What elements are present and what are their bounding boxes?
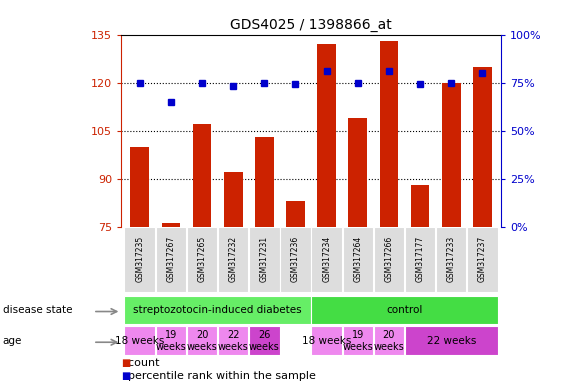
Bar (405, 227, 435, 292)
Bar (436, 227, 467, 292)
Text: ■: ■ (121, 371, 130, 381)
Text: 22 weeks: 22 weeks (427, 336, 476, 346)
Text: 19
weeks: 19 weeks (155, 330, 186, 352)
Bar (162, 223, 180, 227)
Bar (124, 296, 311, 324)
Bar (224, 172, 243, 227)
Text: streptozotocin-induced diabetes: streptozotocin-induced diabetes (133, 305, 302, 315)
Text: 18 weeks: 18 weeks (115, 336, 164, 346)
Bar (124, 326, 155, 355)
Text: 22
weeks: 22 weeks (218, 330, 248, 352)
Bar (155, 326, 186, 355)
Text: 19
weeks: 19 weeks (342, 330, 373, 352)
Bar (348, 118, 367, 227)
Bar (131, 147, 149, 227)
Bar (311, 227, 342, 292)
Bar (374, 227, 404, 292)
Bar (255, 137, 274, 227)
Bar (187, 227, 217, 292)
Text: control: control (386, 305, 423, 315)
Bar (218, 326, 248, 355)
Text: disease state: disease state (3, 305, 72, 315)
Bar (193, 124, 211, 227)
Bar (405, 326, 498, 355)
Text: count: count (121, 358, 159, 368)
Text: GSM317236: GSM317236 (291, 236, 300, 282)
Bar (342, 227, 373, 292)
Title: GDS4025 / 1398866_at: GDS4025 / 1398866_at (230, 18, 392, 32)
Text: ■: ■ (121, 358, 130, 368)
Bar (318, 44, 336, 227)
Bar (379, 41, 398, 227)
Bar (155, 227, 186, 292)
Text: 18 weeks: 18 weeks (302, 336, 351, 346)
Bar (374, 326, 404, 355)
Text: GSM317234: GSM317234 (322, 236, 331, 282)
Text: GSM317267: GSM317267 (167, 236, 176, 282)
Text: GSM317266: GSM317266 (385, 236, 394, 282)
Text: 20
weeks: 20 weeks (374, 330, 404, 352)
Bar (249, 326, 280, 355)
Text: age: age (3, 336, 22, 346)
Text: GSM317235: GSM317235 (135, 236, 144, 282)
Bar (280, 227, 311, 292)
Text: GSM317265: GSM317265 (198, 236, 207, 282)
Text: 20
weeks: 20 weeks (187, 330, 217, 352)
Bar (218, 227, 248, 292)
Bar (124, 227, 155, 292)
Bar (473, 66, 491, 227)
Text: GSM317232: GSM317232 (229, 236, 238, 282)
Text: GSM317231: GSM317231 (260, 236, 269, 282)
Bar (187, 326, 217, 355)
Text: GSM317237: GSM317237 (478, 236, 487, 282)
Bar (286, 201, 305, 227)
Bar (442, 83, 461, 227)
Bar (411, 185, 430, 227)
Text: percentile rank within the sample: percentile rank within the sample (121, 371, 316, 381)
Text: 26
weeks: 26 weeks (249, 330, 280, 352)
Bar (467, 227, 498, 292)
Bar (311, 296, 498, 324)
Text: GSM317233: GSM317233 (446, 236, 455, 282)
Bar (342, 326, 373, 355)
Bar (249, 227, 280, 292)
Text: GSM317177: GSM317177 (415, 236, 425, 282)
Text: GSM317264: GSM317264 (353, 236, 362, 282)
Bar (311, 326, 342, 355)
